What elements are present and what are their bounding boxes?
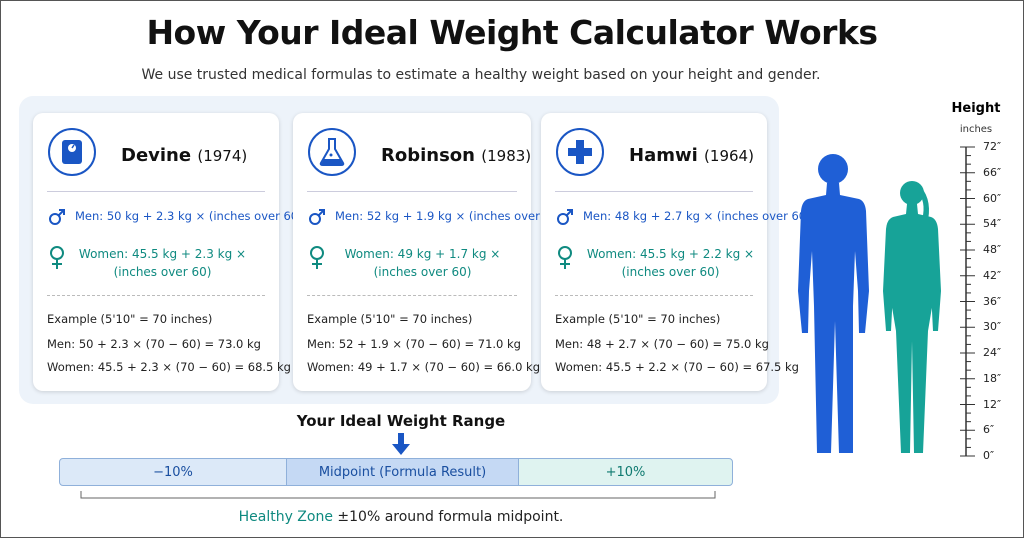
name: Robinson [381,145,475,166]
women-formula: Women: 49 kg + 1.7 kg × (inches over 60) [344,247,501,279]
divider [47,295,265,296]
height-tick-label: 12″ [983,397,1002,411]
height-tick-label: 72″ [983,140,1002,153]
women-example: Women: 45.5 + 2.2 × (70 − 60) = 67.5 kg [555,360,799,374]
men-example: Men: 50 + 2.3 × (70 − 60) = 73.0 kg [47,337,261,351]
example-title: Example (5'10" = 70 inches) [307,312,473,326]
women-example: Women: 45.5 + 2.3 × (70 − 60) = 68.5 kg [47,360,291,374]
icon [47,127,97,181]
subtitle: We use trusted medical formulas to estim… [141,67,821,83]
icon [555,127,605,181]
formula-card: Robinson (1983) Men: 52 kg + 1.9 kg × (in… [293,113,563,391]
zone-label: Healthy Zone [238,509,333,525]
divider [307,191,517,192]
title: How Your Ideal Weight Calculator Works [146,13,878,52]
year: (1974) [197,147,248,165]
divider [555,295,753,296]
height-tick-label: 42″ [983,268,1002,282]
divider [307,295,517,296]
example-title: Example (5'10" = 70 inches) [555,312,721,326]
women-example: Women: 49 + 1.7 × (70 − 60) = 66.0 kg [307,360,540,374]
zone-text: ±10% around formula midpoint. [337,509,564,525]
example-title: Example (5'10" = 70 inches) [47,312,213,326]
men-formula: Men: 48 kg + 2.7 kg × (inches over 60) [583,209,811,223]
men-formula: Men: 50 kg + 2.3 kg × (inches over 60) [75,209,303,223]
arrow [392,433,410,455]
height-tick-label: 36″ [983,294,1002,308]
range-segment: +10% [518,458,733,486]
formula-name: Robinson (1983) [381,145,531,166]
height-tick-label: 0″ [983,449,995,462]
name: Hamwi [629,145,698,166]
zone-note: Healthy Zone ±10% around formula midpoin… [151,509,651,525]
men-formula: Men: 52 kg + 1.9 kg × (inches over 60) [335,209,563,223]
formula-name: Devine (1974) [121,145,247,166]
range-segment: −10% [59,458,287,486]
height-tick-label: 54″ [983,217,1002,231]
women-formula: Women: 45.5 kg + 2.2 kg × (inches over 6… [586,247,755,279]
height-tick-label: 24″ [983,346,1002,359]
height-tick-label: 6″ [983,423,995,437]
year: (1964) [704,147,754,165]
height-tick-label: 66″ [983,165,1002,179]
formula-card: Hamwi (1964) Men: 48 kg + 2.7 kg × (inche… [541,113,811,391]
women-formula: Women: 45.5 kg + 2.3 kg × (inches over 6… [78,247,247,279]
men-example: Men: 52 + 1.9 × (70 − 60) = 71.0 kg [307,337,521,351]
height-tick-label: 48″ [983,243,1002,256]
height-ruler [960,146,975,457]
height-tick-label: 60″ [983,191,1002,205]
height-title: Height [951,101,1001,116]
divider [555,191,753,192]
height-tick-label: 18″ [983,371,1002,385]
icon [307,127,357,181]
bracket [80,491,716,499]
range-segment: Midpoint (Formula Result) [286,458,519,486]
divider [47,191,265,192]
name: Devine [121,145,192,166]
range-title: Your Ideal Weight Range [296,412,506,430]
height-tick-label: 30″ [983,320,1002,334]
men-example: Men: 48 + 2.7 × (70 − 60) = 75.0 kg [555,337,769,351]
formula-name: Hamwi (1964) [629,145,754,166]
year: (1983) [481,147,532,165]
figures [798,154,941,453]
height-unit: inches [959,124,993,135]
formula-card: Devine (1974) Men: 50 kg + 2.3 kg × (inch… [33,113,303,391]
